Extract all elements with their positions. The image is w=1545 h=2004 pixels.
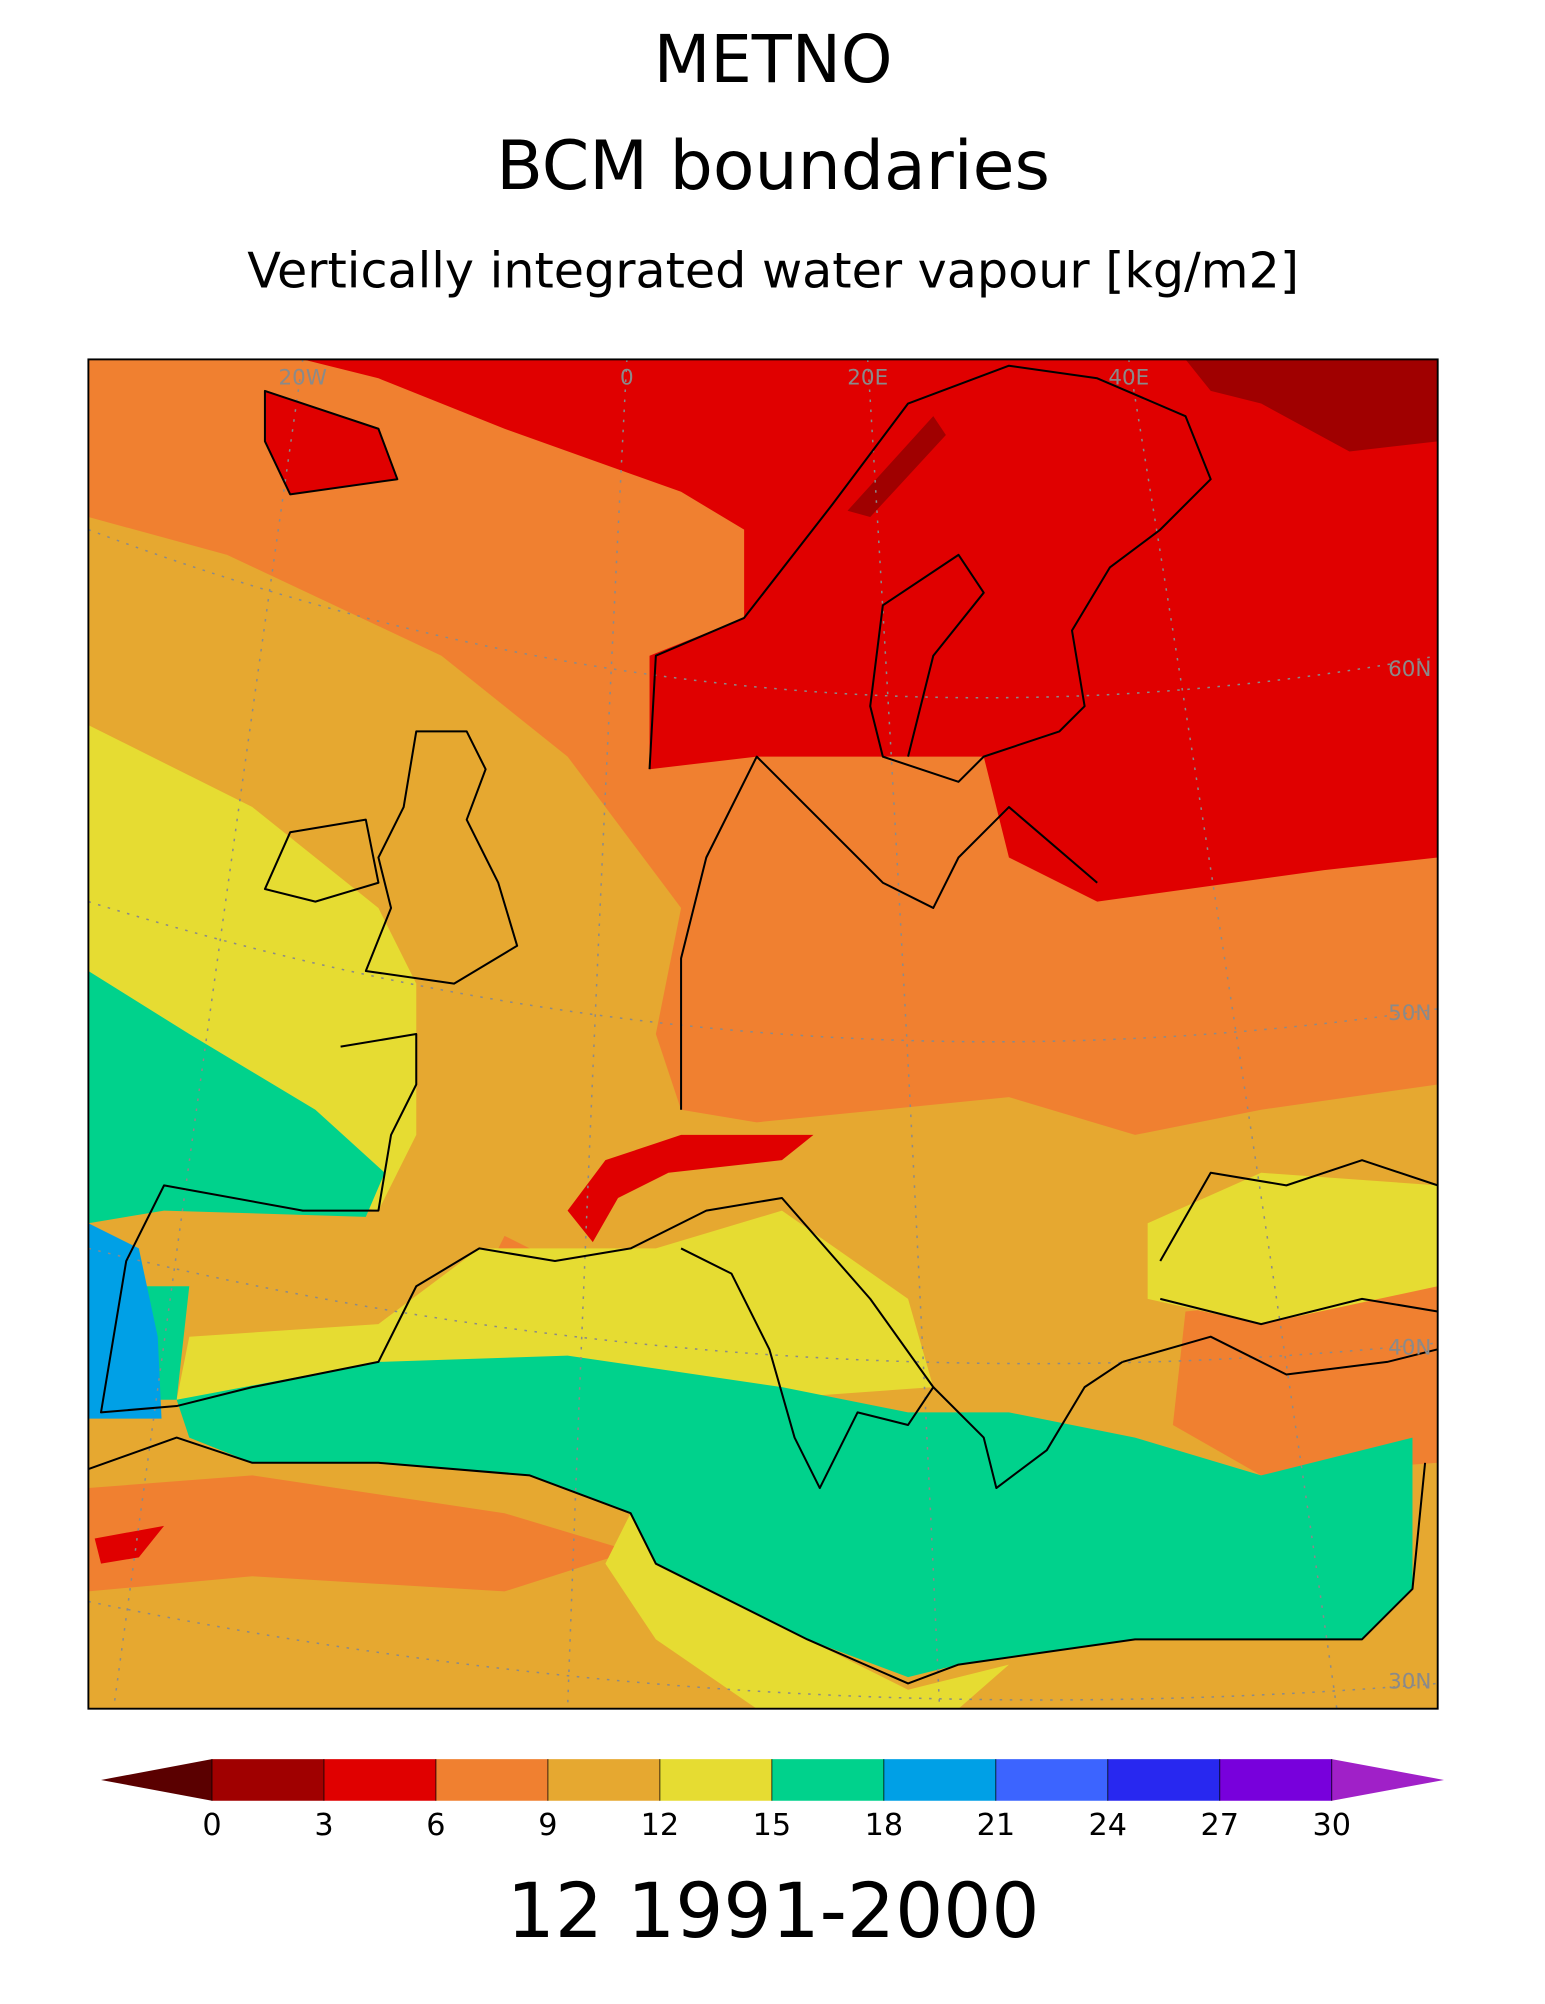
colorbar-tick-label: 6 (426, 1808, 445, 1843)
colorbar-tick-label: 24 (1089, 1808, 1128, 1843)
colorbar-box (995, 1759, 1108, 1801)
coastline (99, 1033, 935, 1490)
lat-label: 50N (1388, 1001, 1431, 1026)
colorbar-box (435, 1759, 548, 1801)
field-region (605, 1513, 1009, 1709)
field-region (1147, 1172, 1438, 1325)
field-region (88, 1475, 631, 1592)
colorbar-tick-label: 9 (538, 1808, 557, 1843)
colorbar: 0 3 6 9 12 15 18 21 24 27 30 (100, 1759, 1445, 1843)
map-frame (87, 358, 1439, 1710)
variable-label: Vertically integrated water vapour [kg/m… (247, 242, 1299, 300)
period-label: 12 1991-2000 (507, 1867, 1040, 1955)
colorbar-box (323, 1759, 436, 1801)
colorbar-tick-label: 0 (202, 1808, 221, 1843)
lat-label: 40N (1388, 1335, 1431, 1360)
lon-label: 0 (620, 366, 634, 391)
colorbar-tick-label: 12 (641, 1808, 680, 1843)
coastline (263, 730, 519, 985)
colorbar-box (659, 1759, 772, 1801)
colorbar-tick-label: 27 (1201, 1808, 1240, 1843)
coastline (1122, 1159, 1438, 1376)
colorbar-tick-label: 21 (977, 1808, 1016, 1843)
field-region (264, 390, 398, 495)
lon-label: 20E (847, 366, 888, 391)
lat-label: 30N (1388, 1670, 1431, 1695)
field-region (176, 1355, 1413, 1678)
coastline (88, 1436, 1427, 1685)
coastline (680, 755, 1098, 1110)
colorbar-box (771, 1759, 884, 1801)
coastline (932, 1361, 1123, 1490)
field-region (176, 1210, 934, 1413)
coastline (648, 364, 1212, 783)
field-region (94, 1525, 165, 1564)
colorbar-over (1331, 1759, 1445, 1801)
colorbar-box (1219, 1759, 1332, 1801)
title: METNO (654, 22, 893, 98)
colorbar-box (547, 1759, 660, 1801)
field-region (302, 359, 1438, 902)
coastline (263, 389, 399, 496)
colorbar-tick-label: 18 (865, 1808, 904, 1843)
lon-label: 20W (279, 366, 327, 391)
colorbar-tick-label: 3 (314, 1808, 333, 1843)
colorbar-box (211, 1759, 324, 1801)
field-region (88, 970, 385, 1224)
colorbar-box (883, 1759, 996, 1801)
lat-label: 60N (1388, 657, 1431, 682)
colorbar-tick-label: 15 (753, 1808, 792, 1843)
colorbar-tick-label: 30 (1313, 1808, 1352, 1843)
field-region (88, 1223, 162, 1419)
map-field (88, 359, 1438, 1709)
field-region (1185, 359, 1438, 452)
field-region (847, 416, 946, 518)
colorbar-under (100, 1759, 212, 1801)
lon-label: 40E (1108, 366, 1149, 391)
field-region (1172, 1286, 1438, 1476)
field-region (567, 1134, 814, 1243)
colorbar-box (1107, 1759, 1220, 1801)
subtitle: BCM boundaries (496, 127, 1050, 206)
